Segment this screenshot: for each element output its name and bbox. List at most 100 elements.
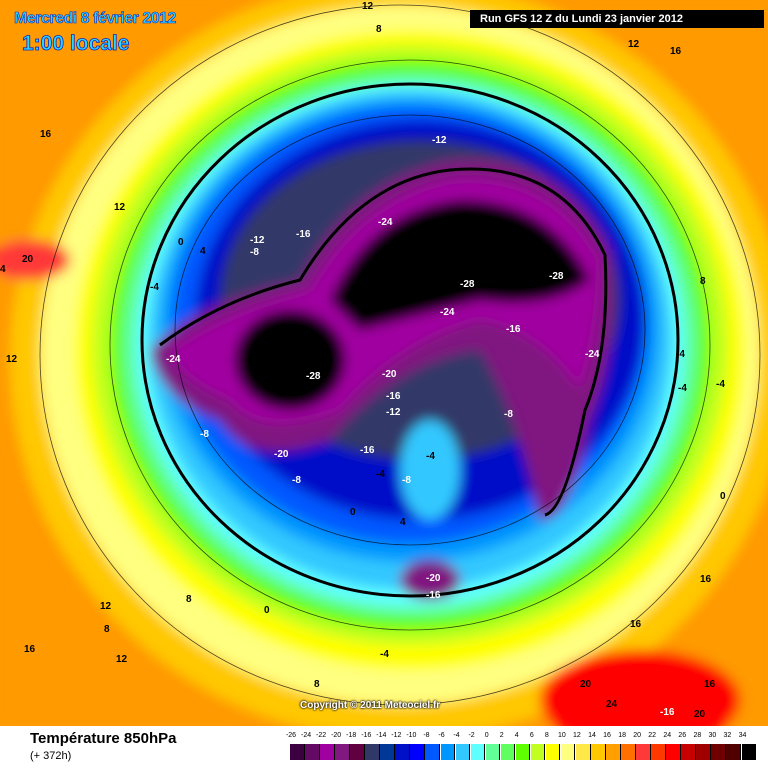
legend-swatch: [681, 744, 696, 760]
temperature-map: 12 8 12 16 16 12 -12 -24 -28 -28 -24 -16 -24 -28 -20 -1…: [0, 0, 768, 726]
legend-swatch: [530, 744, 546, 760]
contour-label: 0: [264, 605, 270, 616]
legend-swatch: [380, 744, 395, 760]
contour-label: -16: [296, 229, 311, 240]
contour-label: -4: [716, 379, 725, 390]
contour-label: -4: [676, 349, 685, 360]
legend-swatch: [591, 744, 606, 760]
legend-label: -14: [376, 732, 387, 739]
legend-label: 12: [573, 732, 581, 739]
legend-swatch: [440, 744, 456, 760]
contour-label: -8: [250, 247, 259, 258]
legend-swatch: [305, 744, 320, 760]
legend-label: -10: [406, 732, 417, 739]
contour-label: -12: [250, 235, 265, 246]
legend-swatch: [636, 744, 651, 760]
legend-swatch: [575, 744, 591, 760]
legend-swatch: [545, 744, 561, 760]
contour-label: 8: [314, 679, 320, 690]
legend-label: -24: [300, 732, 312, 739]
legend-swatch: [666, 744, 681, 760]
contour-label: 8: [376, 24, 382, 35]
legend-label: 0: [484, 732, 489, 739]
legend-swatch: [726, 744, 742, 760]
legend-swatch: [696, 744, 711, 760]
legend-label: 14: [588, 732, 596, 739]
legend-swatch: [651, 744, 666, 760]
contour-label: 12: [362, 1, 374, 12]
legend-label: -18: [346, 732, 357, 739]
forecast-date: Mercredi 8 février 2012: [14, 10, 177, 28]
legend-swatch: [365, 744, 380, 760]
legend-label: 26: [678, 732, 687, 739]
legend-label: 4: [514, 732, 519, 739]
contour-label: 12: [6, 354, 18, 365]
contour-label: 16: [40, 129, 52, 140]
legend-label: -20: [331, 732, 342, 739]
legend-swatch: [500, 744, 516, 760]
contour-label: -4: [380, 649, 389, 660]
legend-swatch: [290, 744, 305, 760]
contour-label: 12: [116, 654, 128, 665]
contour-label: 12: [628, 39, 640, 50]
legend-swatch: [711, 744, 726, 760]
legend-swatch: [741, 744, 757, 760]
legend-label: 2: [499, 732, 504, 739]
forecast-hour: (+ 372h): [30, 750, 72, 762]
legend-label: 18: [618, 732, 626, 739]
contour-label: -20: [426, 573, 441, 584]
legend-label: 34: [738, 732, 747, 739]
contour-label: -4: [150, 282, 159, 293]
legend-label: -16: [361, 732, 372, 739]
legend-label: -2: [468, 732, 475, 739]
legend-swatch: [455, 744, 471, 760]
legend-swatch: [560, 744, 576, 760]
contour-label: 20: [694, 709, 706, 720]
legend-swatch: [350, 744, 365, 760]
legend-swatch: [395, 744, 410, 760]
contour-label: -16: [360, 445, 375, 456]
contour-label: -24: [440, 307, 455, 318]
contour-label: 4: [200, 246, 206, 257]
legend-swatch: [410, 744, 425, 760]
legend-swatch: [621, 744, 636, 760]
legend-swatch: [335, 744, 350, 760]
contour-label: -28: [306, 371, 321, 382]
contour-label: -20: [382, 369, 397, 380]
contour-label: 16: [670, 46, 682, 57]
legend-swatch: [485, 744, 501, 760]
contour-label: -24: [166, 354, 181, 365]
legend-swatch: [470, 744, 486, 760]
contour-label: 4: [400, 517, 406, 528]
contour-label: -24: [585, 349, 600, 360]
legend-label: -26: [285, 732, 297, 739]
contour-label: -4: [678, 383, 687, 394]
contour-label: 20: [22, 254, 34, 265]
contour-label: 8: [104, 624, 110, 635]
contour-label: 16: [24, 644, 36, 655]
contour-label: -16: [506, 324, 521, 335]
map-title: Température 850hPa: [30, 730, 177, 747]
contour-label: 8: [700, 276, 706, 287]
contour-label: 4: [0, 264, 6, 275]
contour-label: 20: [580, 679, 592, 690]
contour-label: -16: [660, 707, 675, 718]
legend-label: 8: [544, 732, 549, 739]
legend-label: -22: [316, 732, 327, 739]
legend-label: 28: [693, 732, 702, 739]
legend-label: 30: [708, 732, 717, 739]
legend-label: -6: [438, 732, 445, 739]
contour-label: 16: [700, 574, 712, 585]
contour-label: -28: [460, 279, 475, 290]
contour-label: -8: [402, 475, 411, 486]
forecast-time: 1:00 locale: [22, 32, 130, 56]
legend-label: 10: [557, 732, 566, 739]
legend-label: 16: [603, 732, 611, 739]
contour-label: -12: [432, 135, 447, 146]
contour-label: -8: [504, 409, 513, 420]
contour-label: 0: [350, 507, 356, 518]
contour-label: 8: [186, 594, 192, 605]
legend-label: 22: [648, 732, 657, 739]
contour-label: -16: [386, 391, 401, 402]
contour-label: 12: [114, 202, 126, 213]
